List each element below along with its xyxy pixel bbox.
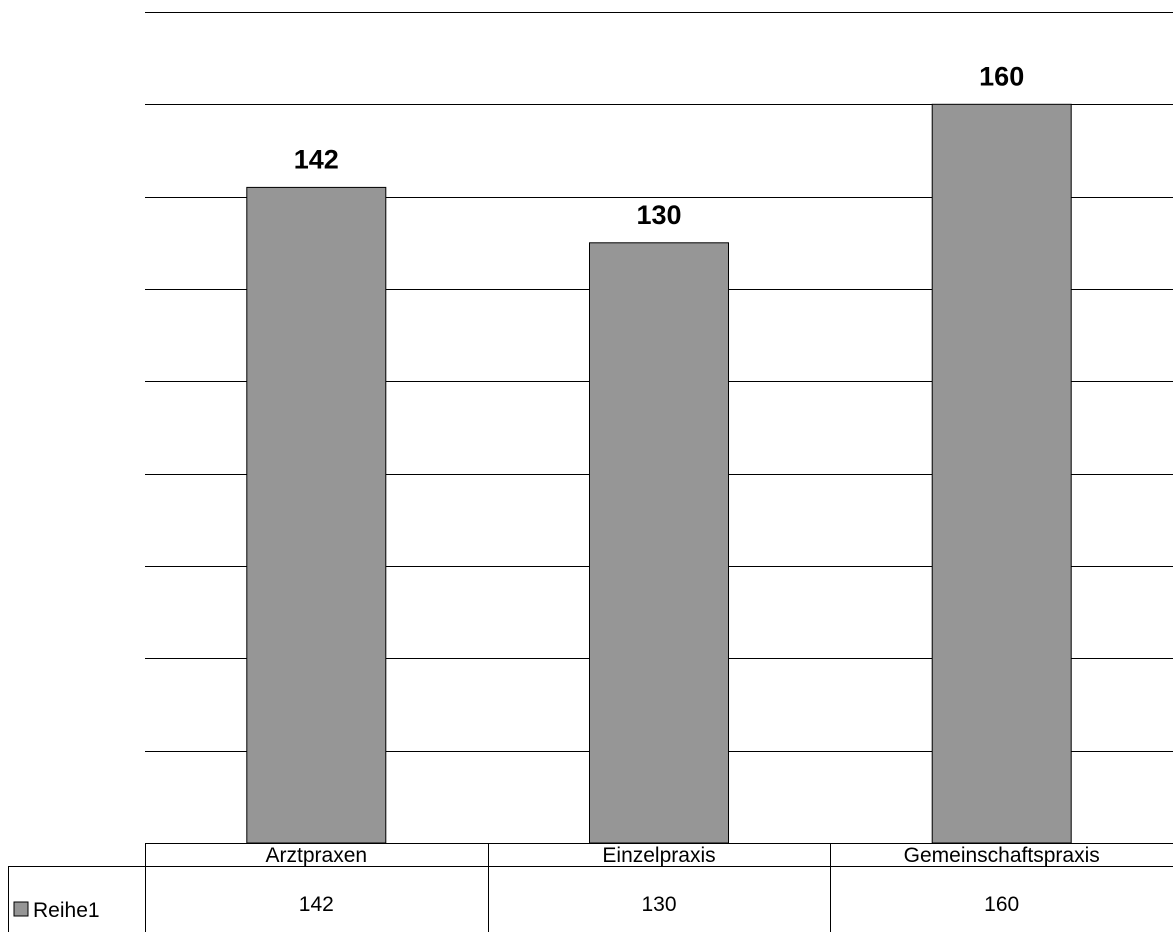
table-value: 142 [299,893,334,916]
data-label: 142 [294,144,339,174]
data-label: 130 [636,200,681,230]
bar [589,242,729,844]
table-value: 160 [984,893,1019,916]
data-label: 160 [979,61,1024,91]
category-label: Einzelpraxis [602,844,715,867]
bar [931,103,1072,844]
category-label: Arztpraxen [266,844,368,867]
data-table: Arztpraxen 142 Einzelpraxis 130 Gemeinschaft… [8,843,1173,932]
table-value: 130 [641,893,676,916]
bar [246,186,387,844]
data-labels-group: 142 130 160 [294,61,1024,230]
legend-label: Reihe1 [33,899,100,922]
bars-group [246,103,1072,844]
category-label: Gemeinschaftspraxis [904,844,1100,867]
legend-swatch [13,901,29,917]
